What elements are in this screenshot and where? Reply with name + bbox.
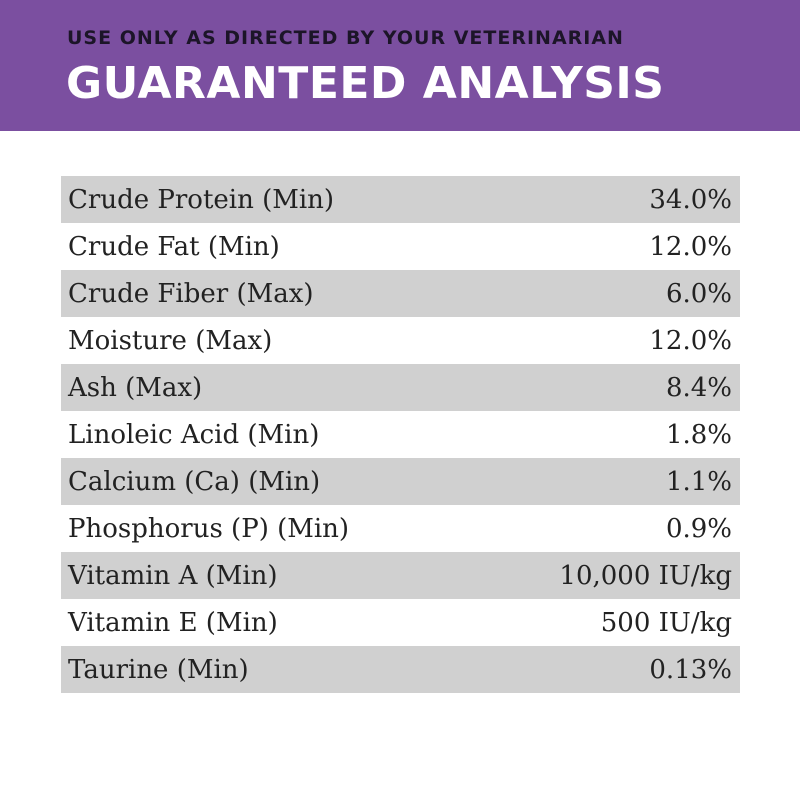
table-row: Crude Fat (Min) 12.0% [61, 223, 740, 270]
nutrient-value: 0.13% [649, 654, 732, 685]
nutrient-value: 12.0% [649, 325, 732, 356]
nutrient-value: 12.0% [649, 231, 732, 262]
nutrient-name: Phosphorus (P) (Min) [68, 513, 350, 544]
table-row: Taurine (Min) 0.13% [61, 646, 740, 693]
table-row: Vitamin A (Min) 10,000 IU/kg [61, 552, 740, 599]
nutrient-value: 0.9% [665, 513, 732, 544]
nutrient-value: 34.0% [649, 184, 732, 215]
nutrient-value: 1.1% [665, 466, 732, 497]
nutrient-name: Crude Protein (Min) [68, 184, 335, 215]
nutrient-name: Crude Fiber (Max) [68, 278, 314, 309]
nutrient-name: Vitamin E (Min) [68, 607, 278, 638]
analysis-table: Crude Protein (Min) 34.0% Crude Fat (Min) 1… [61, 176, 740, 693]
nutrient-value: 500 IU/kg [600, 607, 732, 638]
table-row: Ash (Max) 8.4% [61, 364, 740, 411]
nutrient-name: Calcium (Ca) (Min) [68, 466, 321, 497]
table-row: Crude Fiber (Max) 6.0% [61, 270, 740, 317]
nutrient-name: Vitamin A (Min) [68, 560, 278, 591]
header: USE ONLY AS DIRECTED BY YOUR VETERINARIA… [0, 0, 800, 131]
nutrient-name: Moisture (Max) [68, 325, 273, 356]
table-row: Calcium (Ca) (Min) 1.1% [61, 458, 740, 505]
nutrient-name: Linoleic Acid (Min) [68, 419, 320, 450]
nutrient-value: 1.8% [665, 419, 732, 450]
table-row: Phosphorus (P) (Min) 0.9% [61, 505, 740, 552]
table-row: Vitamin E (Min) 500 IU/kg [61, 599, 740, 646]
title: GUARANTEED ANALYSIS [66, 58, 665, 109]
subtitle: USE ONLY AS DIRECTED BY YOUR VETERINARIA… [67, 27, 624, 49]
table-row: Moisture (Max) 12.0% [61, 317, 740, 364]
nutrient-name: Taurine (Min) [68, 654, 249, 685]
nutrient-name: Ash (Max) [68, 372, 203, 403]
nutrient-value: 8.4% [665, 372, 732, 403]
nutrient-name: Crude Fat (Min) [68, 231, 280, 262]
table-row: Linoleic Acid (Min) 1.8% [61, 411, 740, 458]
table-row: Crude Protein (Min) 34.0% [61, 176, 740, 223]
nutrient-value: 6.0% [665, 278, 732, 309]
nutrient-value: 10,000 IU/kg [559, 560, 732, 591]
